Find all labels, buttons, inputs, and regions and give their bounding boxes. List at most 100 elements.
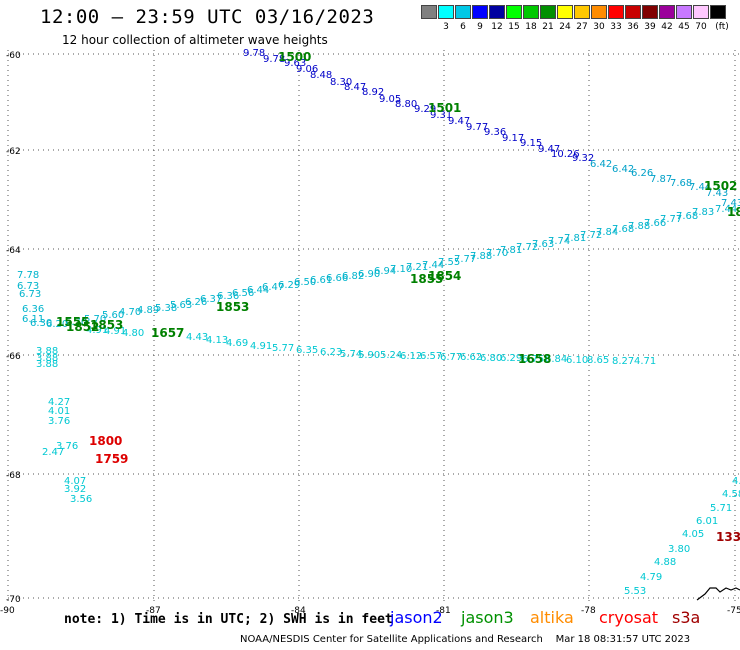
wave-height-label: 5.53	[624, 586, 646, 597]
lat-label: -68	[6, 471, 21, 481]
wave-height-label: 7.68	[676, 211, 698, 222]
wave-height-label: 6.77	[440, 352, 462, 363]
wave-height-label: 4.79	[640, 572, 662, 583]
wave-height-label: 9.77	[466, 122, 488, 133]
wave-height-label: 4.91	[104, 326, 126, 337]
scale-label: 70	[695, 22, 707, 32]
wave-height-label: 4.58	[722, 489, 740, 500]
wave-height-label: 6.35	[296, 345, 318, 356]
wave-height-label: 7.55	[438, 257, 460, 268]
wave-height-label: 6.42	[612, 164, 634, 175]
wave-height-label: 3.88	[36, 346, 58, 357]
wave-height-label: 9.78	[243, 48, 265, 59]
wave-height-label: 6.70	[65, 317, 87, 328]
wave-height-label: 7.43	[721, 198, 740, 209]
lon-label: -90	[0, 606, 15, 616]
wave-height-label: 6.61	[310, 275, 332, 286]
wave-height-label: 8.92	[362, 87, 384, 98]
time-label: 1854	[428, 269, 461, 283]
lat-label: -66	[6, 352, 21, 362]
wave-height-label: 6.10	[566, 355, 588, 366]
wave-height-label: 4.43	[186, 332, 208, 343]
time-label: 1657	[151, 326, 184, 340]
time-label: 1555	[56, 315, 89, 329]
wave-height-label: 6.20	[46, 319, 68, 330]
wave-height-label: 4.3	[732, 476, 740, 487]
scale-label: 45	[678, 22, 690, 32]
wave-height-label: 6.26	[185, 297, 207, 308]
wave-height-label: 8.65	[587, 355, 609, 366]
wave-height-label: 10.26	[551, 149, 580, 160]
scale-swatch	[710, 5, 726, 19]
wave-height-label: 7.10	[390, 264, 412, 275]
wave-height-label: 5.63	[170, 300, 192, 311]
wave-height-label: 7.44	[422, 260, 444, 271]
wave-height-label: 7.72	[580, 230, 602, 241]
lon-label: -75	[727, 606, 740, 616]
map-title: 12:00 — 23:59 UTC 03/16/2023	[40, 6, 375, 28]
wave-height-label: 9.32	[572, 153, 594, 164]
scale-label: 33	[610, 22, 622, 32]
wave-height-label: 7.81	[564, 233, 586, 244]
map-footer: NOAA/NESDIS Center for Satellite Applica…	[240, 634, 690, 645]
map-grid	[7, 50, 740, 604]
wave-height-label: 4.71	[634, 356, 656, 367]
wave-height-label: 6.37	[200, 294, 222, 305]
scale-label: 39	[644, 22, 656, 32]
wave-height-label: 3.88	[36, 353, 58, 364]
wave-height-label: 4.01	[48, 406, 70, 417]
wave-height-label: 7.88	[628, 221, 650, 232]
wave-height-label: 4.07	[64, 476, 86, 487]
wave-height-label: 5.70	[84, 314, 106, 325]
wave-height-label: 9.47	[538, 144, 560, 155]
wave-height-label: 6.11	[22, 314, 44, 325]
time-label: 1658	[518, 352, 551, 366]
wave-height-label: 9.17	[502, 133, 524, 144]
scale-swatch	[523, 5, 539, 19]
time-label: 1855	[410, 272, 443, 286]
footer-timestamp: Mar 18 08:31:57 UTC 2023	[555, 634, 691, 645]
wave-height-label: 6.73	[19, 289, 41, 300]
scale-label: 42	[661, 22, 673, 32]
wave-height-label: 7.68	[612, 224, 634, 235]
scale-swatch	[608, 5, 624, 19]
wave-height-label: 7.63	[532, 239, 554, 250]
wave-height-label: 7.44	[715, 204, 737, 215]
scale-swatch	[642, 5, 658, 19]
lon-label: -87	[146, 606, 161, 616]
scale-label: 6	[460, 22, 466, 32]
lat-label: -70	[6, 595, 21, 605]
wave-height-label: 7.43	[706, 188, 728, 199]
satellite-cryosat: cryosat	[599, 608, 659, 627]
time-label: 1800	[89, 434, 122, 448]
map-subtitle: 12 hour collection of altimeter wave hei…	[62, 33, 328, 47]
wave-height-label: 7.44	[689, 182, 711, 193]
scale-swatch	[676, 5, 692, 19]
scale-swatch	[659, 5, 675, 19]
time-label: 1853	[90, 318, 123, 332]
wave-height-label: 7.87	[650, 174, 672, 185]
wave-height-label: 9.78	[263, 54, 285, 65]
wave-height-label: 9.63	[284, 58, 306, 69]
wave-height-label: 7.84	[596, 227, 618, 238]
scale-swatch	[574, 5, 590, 19]
wave-height-label: 7.70	[486, 248, 508, 259]
footer-credit: NOAA/NESDIS Center for Satellite Applica…	[240, 634, 543, 645]
scale-label: 27	[576, 22, 588, 32]
wave-height-label: 6.57	[420, 351, 442, 362]
wave-height-label: 4.88	[654, 557, 676, 568]
wave-height-label: 9.29	[414, 104, 436, 115]
wave-height-label: 5.71	[710, 503, 732, 514]
wave-height-label: 8.47	[344, 82, 366, 93]
scale-swatch	[591, 5, 607, 19]
wave-height-label: 6.29	[278, 280, 300, 291]
wave-height-label: 6.73	[17, 281, 39, 292]
scale-swatch	[421, 5, 437, 19]
time-label: 1759	[95, 452, 128, 466]
wave-height-label: 5.24	[380, 350, 402, 361]
wave-height-label: 3.80	[668, 544, 690, 555]
scale-swatch	[489, 5, 505, 19]
scale-swatch	[455, 5, 471, 19]
time-label: 1853	[216, 300, 249, 314]
